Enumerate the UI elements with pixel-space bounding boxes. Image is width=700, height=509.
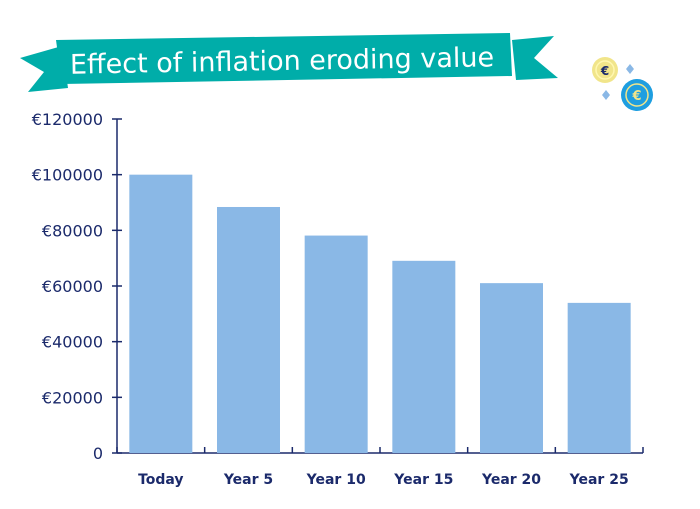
y-tick-label: €20000 bbox=[42, 388, 103, 407]
x-tick-label: Year 20 bbox=[481, 472, 541, 488]
banner-right-tail bbox=[512, 36, 558, 80]
x-tick-label: Year 15 bbox=[393, 472, 453, 488]
svg-text:€: € bbox=[631, 89, 641, 104]
x-tick-label: Today bbox=[138, 472, 183, 488]
bar-year-5 bbox=[217, 206, 280, 453]
diamond-icon bbox=[602, 90, 610, 100]
bar-year-15 bbox=[392, 260, 456, 453]
diamond-icon bbox=[626, 64, 634, 74]
coins-decoration: € € bbox=[592, 57, 653, 111]
y-tick-label: €40000 bbox=[42, 333, 103, 352]
y-tick-label: €60000 bbox=[42, 277, 103, 296]
svg-text:€: € bbox=[600, 64, 609, 78]
banner-left-tail bbox=[20, 46, 68, 92]
bar-year-10 bbox=[304, 235, 368, 453]
x-tick-label: Year 5 bbox=[223, 472, 273, 488]
chart-title: Effect of inflation eroding value bbox=[70, 42, 495, 80]
y-tick-label: 0 bbox=[93, 444, 103, 463]
y-tick-label: €80000 bbox=[42, 221, 103, 240]
x-tick-label: Year 10 bbox=[306, 472, 366, 488]
x-tick-label: Year 25 bbox=[569, 472, 629, 488]
banner-body bbox=[56, 33, 512, 84]
bar-year-25 bbox=[567, 302, 631, 453]
y-tick-label: €120000 bbox=[32, 110, 103, 129]
y-tick-label: €100000 bbox=[32, 166, 103, 185]
title-banner: Effect of inflation eroding value bbox=[20, 33, 558, 92]
bar-year-20 bbox=[480, 283, 543, 453]
bar-today bbox=[129, 174, 193, 453]
